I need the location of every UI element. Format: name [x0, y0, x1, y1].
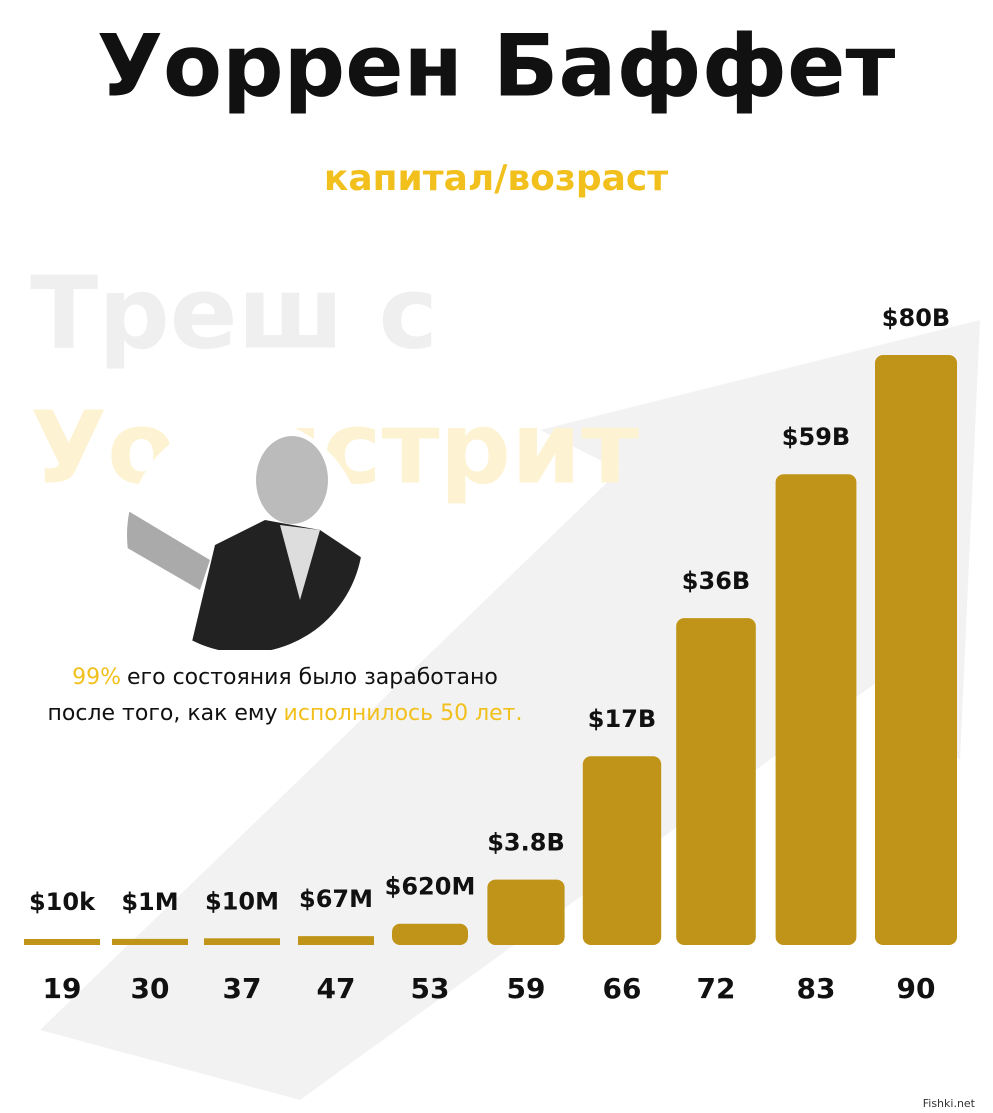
value-label: $36B — [682, 567, 750, 595]
x-tick-label: 53 — [411, 972, 450, 1005]
value-label: $620M — [385, 873, 476, 901]
value-label: $80B — [882, 304, 950, 332]
x-tick-label: 83 — [797, 972, 836, 1005]
value-label: $67M — [299, 885, 373, 913]
annotation: 99% его состояния было заработано после т… — [18, 660, 558, 732]
value-label: $10M — [205, 887, 279, 915]
value-label: $17B — [588, 705, 656, 733]
x-tick-label: 59 — [507, 972, 546, 1005]
background-arrow — [40, 320, 980, 1100]
bar — [582, 756, 662, 945]
x-tick-label: 30 — [131, 972, 170, 1005]
bar — [676, 618, 756, 945]
value-label: $1M — [121, 888, 178, 916]
bar — [204, 938, 280, 945]
x-tick-label: 19 — [43, 972, 82, 1005]
highlight: исполнилось 50 лет. — [283, 701, 523, 726]
x-tick-label: 37 — [223, 972, 262, 1005]
annotation-text: после того, как ему — [47, 701, 278, 726]
value-label: $59B — [782, 423, 850, 451]
x-tick-label: 66 — [603, 972, 642, 1005]
watermark: Треш с — [30, 254, 438, 371]
bar — [487, 879, 565, 945]
source: Fishki.net — [923, 1097, 976, 1110]
annotation-text: его состояния было заработано — [127, 665, 498, 690]
highlight: 99% — [72, 665, 122, 690]
value-label: $10k — [29, 888, 96, 916]
chart-title: Уоррен Баффет — [97, 16, 896, 116]
x-tick-label: 90 — [897, 972, 936, 1005]
bar — [775, 474, 857, 945]
x-tick-label: 72 — [697, 972, 736, 1005]
bar — [298, 936, 374, 945]
chart-subtitle: капитал/возраст — [324, 158, 668, 199]
bar — [24, 938, 100, 945]
bar — [875, 355, 957, 945]
x-tick-label: 47 — [317, 972, 356, 1005]
value-label: $3.8B — [487, 829, 565, 857]
bar — [392, 923, 468, 945]
bar — [112, 938, 188, 945]
